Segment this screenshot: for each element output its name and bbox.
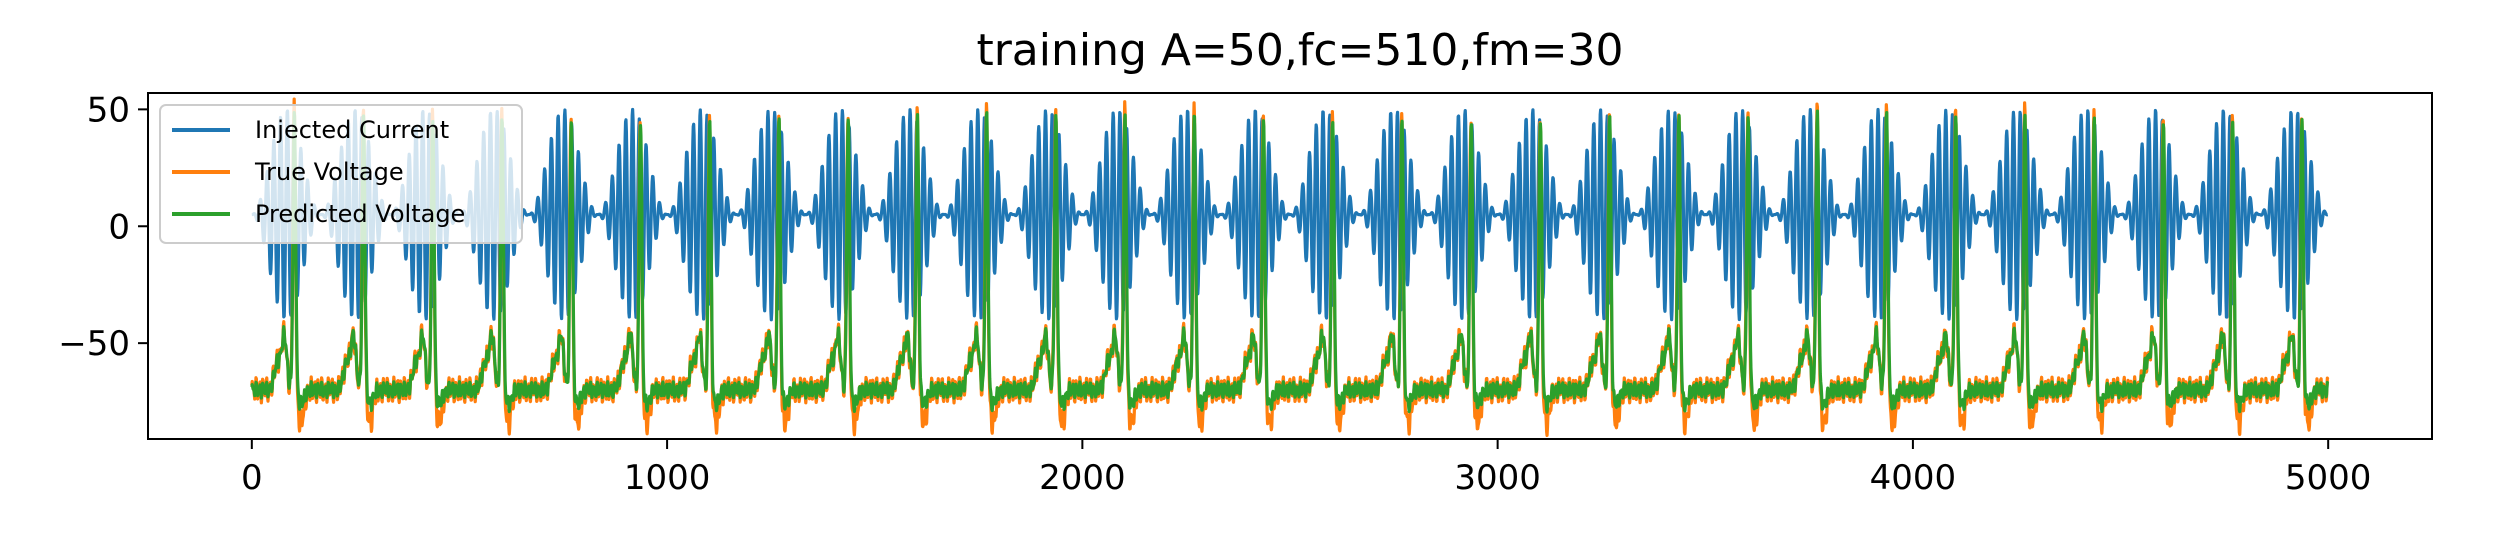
legend: Injected Current True Voltage Predicted Vo…	[159, 104, 523, 244]
series-line	[250, 107, 2329, 322]
x-tick-label: 2000	[1039, 458, 1126, 498]
x-tick-label: 5000	[2285, 458, 2372, 498]
legend-box	[159, 104, 523, 244]
chart-title: training A=50,fc=510,fm=30	[976, 25, 1623, 76]
legend-label: Injected Current	[255, 116, 449, 144]
legend-label: Predicted Voltage	[255, 200, 465, 228]
y-tick-label: 50	[87, 90, 130, 130]
y-tick-label: 0	[108, 207, 130, 247]
series-line	[250, 109, 2330, 414]
legend-label: True Voltage	[254, 158, 404, 186]
x-tick-label: 3000	[1454, 458, 1541, 498]
series-layer	[250, 97, 2330, 438]
x-axis: 0 1000 2000 3000 4000 5000	[241, 439, 2371, 498]
plot-frame	[147, 92, 2433, 440]
x-tick-label: 0	[241, 458, 263, 498]
y-axis: 50 0 −50	[58, 90, 148, 364]
x-tick-label: 4000	[1870, 458, 1957, 498]
x-tick-label: 1000	[624, 458, 711, 498]
y-tick-label: −50	[58, 324, 130, 364]
